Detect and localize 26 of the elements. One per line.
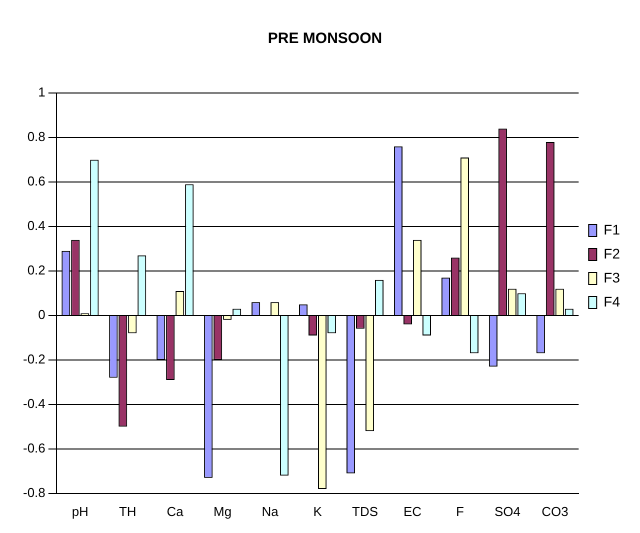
x-tick-label: Mg xyxy=(214,504,232,519)
y-tick-label: 0.6 xyxy=(27,174,46,189)
y-tick-label: 1 xyxy=(38,84,46,100)
x-tick-label: Na xyxy=(262,504,280,519)
y-tick-label: -0.8 xyxy=(22,484,46,500)
legend-label: F4 xyxy=(604,293,620,310)
x-tick-label: SO4 xyxy=(494,504,520,519)
legend-label: F3 xyxy=(604,269,620,286)
y-tick-label: 0.4 xyxy=(27,218,46,234)
y-tick-label: 0.2 xyxy=(27,262,46,278)
x-tick-label: Ca xyxy=(166,504,184,519)
y-tick-label: 0.8 xyxy=(27,129,46,144)
x-tick-label: K xyxy=(313,504,322,519)
y-tick-label: -0.2 xyxy=(22,352,46,367)
x-tick-label: F xyxy=(456,504,464,519)
y-tick-label: -0.6 xyxy=(22,440,46,456)
x-tick-label: TDS xyxy=(352,504,378,519)
legend-label: F2 xyxy=(604,245,620,262)
x-tick-label: EC xyxy=(403,504,422,519)
y-tick-label: -0.4 xyxy=(22,396,46,411)
chart-title: PRE MONSOON xyxy=(268,30,382,48)
legend-label: F1 xyxy=(604,221,620,238)
y-tick-label: 0 xyxy=(38,307,46,322)
x-tick-label: TH xyxy=(118,504,136,519)
x-tick-label: CO3 xyxy=(542,504,568,519)
x-tick-label: pH xyxy=(72,504,88,519)
